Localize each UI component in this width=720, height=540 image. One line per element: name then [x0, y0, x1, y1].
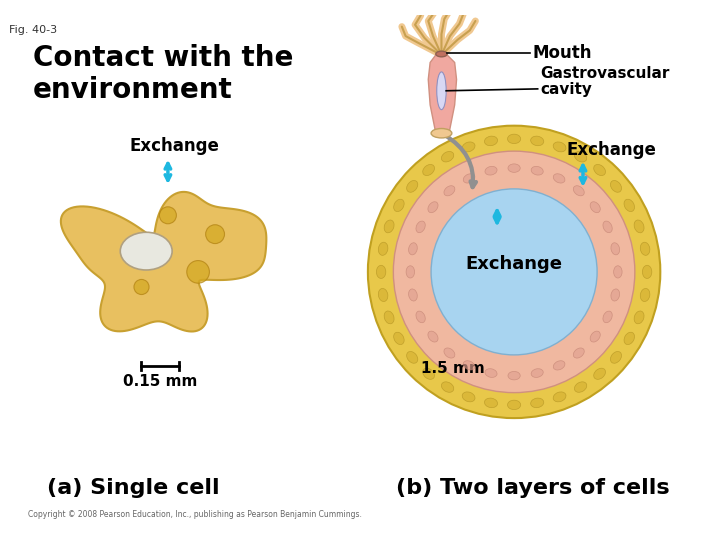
Ellipse shape [441, 382, 454, 393]
Ellipse shape [508, 134, 521, 144]
Ellipse shape [553, 392, 566, 402]
Ellipse shape [394, 332, 404, 345]
Text: Contact with the
environment: Contact with the environment [33, 44, 293, 104]
Ellipse shape [431, 129, 452, 138]
Ellipse shape [634, 220, 644, 233]
Ellipse shape [640, 288, 650, 301]
Text: Exchange: Exchange [567, 141, 656, 159]
Circle shape [431, 189, 597, 355]
Text: Gastrovascular
cavity: Gastrovascular cavity [541, 66, 670, 97]
Ellipse shape [613, 266, 622, 278]
Ellipse shape [611, 289, 620, 301]
Ellipse shape [436, 51, 447, 57]
Text: (b) Two layers of cells: (b) Two layers of cells [396, 478, 670, 498]
Ellipse shape [120, 232, 172, 270]
Ellipse shape [485, 369, 497, 377]
Ellipse shape [407, 180, 418, 192]
Text: Fig. 40-3: Fig. 40-3 [9, 25, 58, 35]
Text: Exchange: Exchange [466, 255, 562, 273]
Ellipse shape [378, 242, 388, 255]
Ellipse shape [394, 199, 404, 212]
Ellipse shape [378, 288, 388, 301]
Circle shape [368, 126, 660, 418]
Ellipse shape [407, 352, 418, 363]
Ellipse shape [573, 348, 584, 358]
Ellipse shape [406, 266, 415, 278]
Circle shape [159, 207, 176, 224]
Ellipse shape [575, 151, 587, 162]
Ellipse shape [624, 332, 634, 345]
Ellipse shape [531, 398, 544, 408]
Ellipse shape [553, 174, 565, 183]
Ellipse shape [531, 136, 544, 146]
Ellipse shape [531, 369, 543, 377]
Ellipse shape [590, 331, 600, 342]
Ellipse shape [437, 72, 446, 110]
Text: 1.5 mm: 1.5 mm [421, 361, 485, 375]
Circle shape [393, 151, 635, 393]
Circle shape [134, 279, 149, 294]
Text: (a) Single cell: (a) Single cell [48, 478, 220, 498]
Ellipse shape [573, 186, 584, 196]
Ellipse shape [377, 265, 386, 279]
Ellipse shape [553, 142, 566, 152]
Ellipse shape [508, 400, 521, 410]
Circle shape [206, 225, 225, 244]
Ellipse shape [508, 164, 521, 172]
Polygon shape [61, 192, 266, 332]
Ellipse shape [575, 382, 587, 393]
Ellipse shape [508, 372, 521, 380]
Ellipse shape [441, 151, 454, 162]
Ellipse shape [462, 142, 475, 152]
Ellipse shape [463, 361, 475, 370]
Ellipse shape [416, 221, 426, 233]
Circle shape [186, 261, 210, 283]
Ellipse shape [611, 243, 620, 255]
Ellipse shape [611, 180, 621, 192]
Ellipse shape [485, 398, 498, 408]
Ellipse shape [428, 202, 438, 213]
Text: Exchange: Exchange [130, 137, 220, 155]
Ellipse shape [408, 243, 418, 255]
Ellipse shape [462, 392, 475, 402]
Ellipse shape [603, 221, 612, 233]
Ellipse shape [590, 202, 600, 213]
Ellipse shape [444, 186, 455, 196]
Ellipse shape [642, 265, 652, 279]
Ellipse shape [408, 289, 418, 301]
Polygon shape [428, 55, 456, 133]
Text: 0.15 mm: 0.15 mm [123, 374, 197, 389]
Ellipse shape [384, 311, 394, 324]
Ellipse shape [634, 311, 644, 324]
Text: Copyright © 2008 Pearson Education, Inc., publishing as Pearson Benjamin Cumming: Copyright © 2008 Pearson Education, Inc.… [28, 510, 362, 519]
Ellipse shape [384, 220, 394, 233]
Ellipse shape [416, 311, 426, 323]
Ellipse shape [463, 174, 475, 183]
Ellipse shape [553, 361, 565, 370]
Ellipse shape [531, 166, 543, 175]
Ellipse shape [640, 242, 650, 255]
Ellipse shape [594, 368, 606, 379]
Ellipse shape [485, 136, 498, 146]
Ellipse shape [444, 348, 455, 358]
Ellipse shape [611, 352, 621, 363]
Ellipse shape [594, 164, 606, 176]
Text: Mouth: Mouth [533, 44, 593, 62]
Ellipse shape [485, 166, 497, 175]
Ellipse shape [428, 331, 438, 342]
Ellipse shape [423, 164, 434, 176]
Ellipse shape [624, 199, 634, 212]
Ellipse shape [603, 311, 612, 323]
Ellipse shape [423, 368, 434, 379]
